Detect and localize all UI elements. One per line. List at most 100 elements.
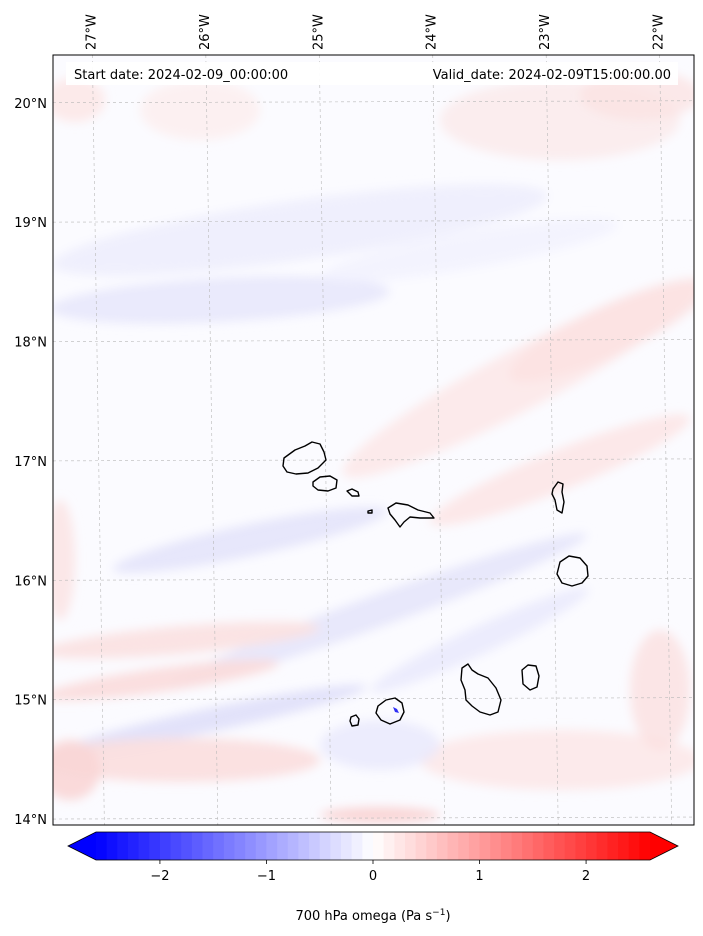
colorbar-step [490, 832, 502, 860]
meridian-gridline [659, 55, 672, 825]
colorbar-step [181, 832, 193, 860]
colorbar-outline [67, 831, 679, 861]
colorbar-label: 700 hPa omega (Pa s−1) [295, 908, 450, 924]
colorbar-step [436, 832, 449, 860]
colorbar-step [287, 832, 300, 860]
longitude-tick-label: 25°W [311, 14, 326, 50]
colorbar-step [628, 832, 640, 860]
colorbar-step [383, 832, 395, 860]
coastlines [282, 441, 589, 727]
colorbar-step [532, 832, 545, 860]
colorbar-ticks: −2 −1 0 1 2 [150, 860, 590, 884]
longitude-tick-label: 26°W [198, 14, 213, 50]
colorbar-step [511, 832, 523, 860]
latitude-tick-label: 20°N [14, 97, 47, 112]
colorbar-step [554, 832, 566, 860]
colorbar-step [373, 832, 385, 860]
island-boa-vista [556, 555, 589, 587]
colorbar-tick-label: −1 [257, 869, 276, 884]
colorbar-step [564, 832, 577, 860]
colorbar: −2 −1 0 1 2 700 hPa omega (Pa s−1) [67, 831, 679, 924]
colorbar-step [170, 832, 182, 860]
colorbar-step [543, 832, 555, 860]
longitude-tick-label: 27°W [84, 14, 99, 50]
omega-field [53, 70, 694, 823]
fogo-peak-blue-spot [393, 707, 399, 713]
date-info-box: Start date: 2024-02-09_00:00:00 Valid_da… [66, 62, 678, 85]
colorbar-step [191, 832, 204, 860]
parallel-gridline [53, 577, 694, 581]
latitude-tick-label: 19°N [14, 216, 47, 231]
island-sao-vicente [312, 475, 338, 492]
colorbar-step [106, 832, 118, 860]
colorbar-step [575, 832, 587, 860]
colorbar-step [607, 832, 619, 860]
colorbar-step [404, 832, 417, 860]
island-santiago [460, 663, 502, 716]
colorbar-step [618, 832, 630, 860]
colorbar-step [117, 832, 129, 860]
colorbar-max-extension [650, 832, 678, 860]
latitude-tick-label: 18°N [14, 336, 47, 351]
colorbar-step [447, 832, 459, 860]
colorbar-step [330, 832, 342, 860]
colorbar-step [341, 832, 353, 860]
meridian-gridline [205, 55, 219, 825]
parallel-gridline [53, 219, 694, 223]
colorbar-step [351, 832, 363, 860]
colorbar-tick-label: 1 [475, 869, 483, 884]
parallel-gridline [53, 816, 694, 820]
colorbar-step [415, 832, 427, 860]
map-gridlines [53, 55, 694, 825]
colorbar-step [245, 832, 257, 860]
longitude-tick-label: 24°W [425, 14, 440, 50]
start-date-label: Start date: 2024-02-09_00:00:00 [74, 68, 288, 83]
colorbar-step [138, 832, 150, 860]
colorbar-step [309, 832, 321, 860]
colorbar-step [522, 832, 534, 860]
colorbar-step [394, 832, 406, 860]
longitude-tick-labels: 27°W 26°W 25°W 24°W 23°W 22°W [84, 14, 666, 50]
colorbar-step [149, 832, 161, 860]
parallel-gridline [53, 100, 694, 104]
colorbar-tick-label: 0 [369, 869, 377, 884]
colorbar-step [213, 832, 225, 860]
colorbar-step [458, 832, 470, 860]
map-plot-area [53, 55, 694, 825]
longitude-tick-label: 22°W [652, 14, 667, 50]
colorbar-min-extension [68, 832, 96, 860]
colorbar-step [468, 832, 481, 860]
colorbar-step [479, 832, 491, 860]
colorbar-step [500, 832, 513, 860]
latitude-tick-label: 17°N [14, 455, 47, 470]
colorbar-step [639, 832, 651, 860]
colorbar-step [96, 832, 108, 860]
island-sao-nicolau [387, 502, 435, 528]
colorbar-step [202, 832, 214, 860]
colorbar-step [223, 832, 236, 860]
colorbar-steps [96, 832, 651, 860]
island-maio [521, 664, 540, 691]
meridian-gridline [318, 55, 332, 825]
valid-date-label: Valid_date: 2024-02-09T15:00:00.00 [433, 68, 671, 83]
island-santo-antao [282, 441, 327, 475]
meridian-gridline [545, 55, 559, 825]
colorbar-step [277, 832, 289, 860]
colorbar-step [298, 832, 310, 860]
parallel-gridline [53, 458, 694, 462]
latitude-tick-label: 15°N [14, 694, 47, 709]
meridian-gridline [92, 55, 105, 825]
island-fogo [375, 697, 405, 725]
latitude-tick-label: 16°N [14, 574, 47, 589]
island-brava [349, 714, 360, 727]
colorbar-step [266, 832, 278, 860]
map-frame [52, 54, 695, 826]
colorbar-step [362, 832, 374, 860]
colorbar-step [234, 832, 246, 860]
colorbar-tick-label: −2 [150, 869, 169, 884]
island-sal [551, 481, 565, 514]
longitude-tick-label: 23°W [538, 14, 553, 50]
colorbar-step [319, 832, 331, 860]
meridian-gridline [432, 55, 446, 825]
